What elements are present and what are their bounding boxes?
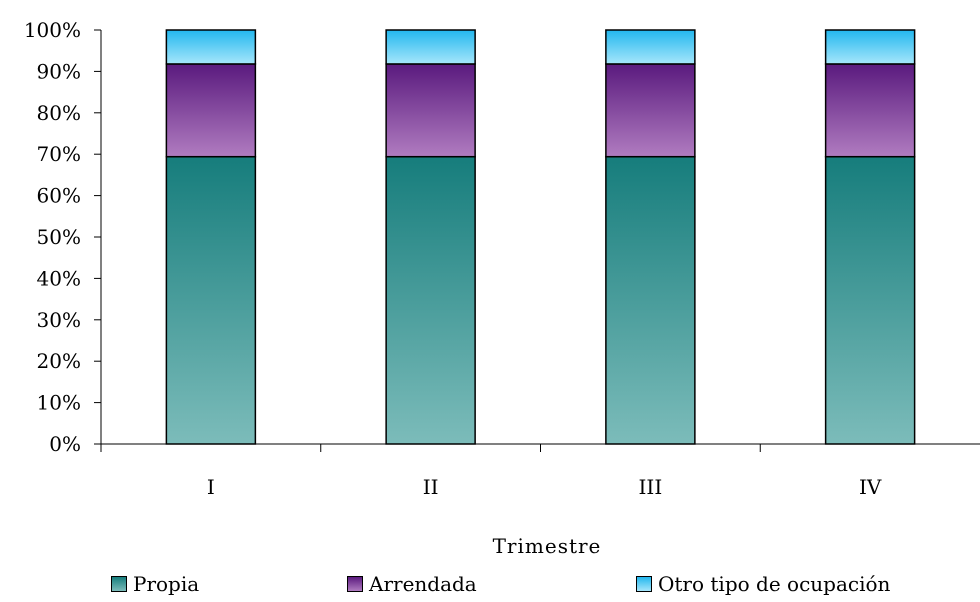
- y-tick-label: 10%: [37, 391, 81, 415]
- legend-swatch: [347, 576, 363, 592]
- bar-arrendada-iii: [606, 64, 695, 157]
- legend-swatch: [111, 576, 127, 592]
- x-tick-label: III: [639, 475, 663, 499]
- bar-arrendada-iv: [826, 64, 915, 157]
- bar-propia-i: [166, 157, 255, 444]
- legend-swatch: [636, 576, 652, 592]
- legend-label: Otro tipo de ocupación: [658, 572, 890, 596]
- bar-arrendada-i: [166, 64, 255, 157]
- y-tick-label: 20%: [37, 349, 81, 373]
- x-tick-label: IV: [859, 475, 882, 499]
- y-tick-label: 70%: [37, 142, 81, 166]
- bar-propia-iv: [826, 157, 915, 444]
- legend-label: Propia: [133, 572, 199, 596]
- bar-otro-ii: [386, 30, 475, 64]
- bar-arrendada-ii: [386, 64, 475, 157]
- x-axis: I II III IV: [101, 444, 980, 499]
- stacked-bar-chart: 0%10%20%30%40%50%60%70%80%90%100% I II III…: [0, 0, 980, 566]
- legend-item: Arrendada: [347, 572, 477, 596]
- legend-item: Otro tipo de ocupación: [636, 572, 890, 596]
- bar-propia-iii: [606, 157, 695, 444]
- legend-label: Arrendada: [369, 572, 477, 596]
- legend-item: Propia: [111, 572, 199, 596]
- bar-otro-iv: [826, 30, 915, 64]
- y-tick-label: 40%: [37, 266, 81, 290]
- bar-propia-ii: [386, 157, 475, 444]
- bars-group: [166, 30, 914, 444]
- bar-otro-iii: [606, 30, 695, 64]
- y-axis: 0% 10% 20% 30% 40% 50% 60% 70% 80% 90% 100%: [24, 18, 101, 456]
- y-tick-label: 100%: [24, 18, 81, 42]
- y-tick-label: 0%: [49, 432, 81, 456]
- x-tick-label: II: [423, 475, 439, 499]
- y-tick-label: 50%: [37, 225, 81, 249]
- y-tick-label: 60%: [37, 184, 81, 208]
- y-tick-label: 30%: [37, 308, 81, 332]
- bar-otro-i: [166, 30, 255, 64]
- x-axis-title: Trimestre: [493, 534, 602, 558]
- x-tick-label: I: [207, 475, 215, 499]
- legend: Propia Arrendada Otro tipo de ocupación: [0, 566, 980, 602]
- y-tick-label: 90%: [37, 59, 81, 83]
- y-tick-label: 80%: [37, 101, 81, 125]
